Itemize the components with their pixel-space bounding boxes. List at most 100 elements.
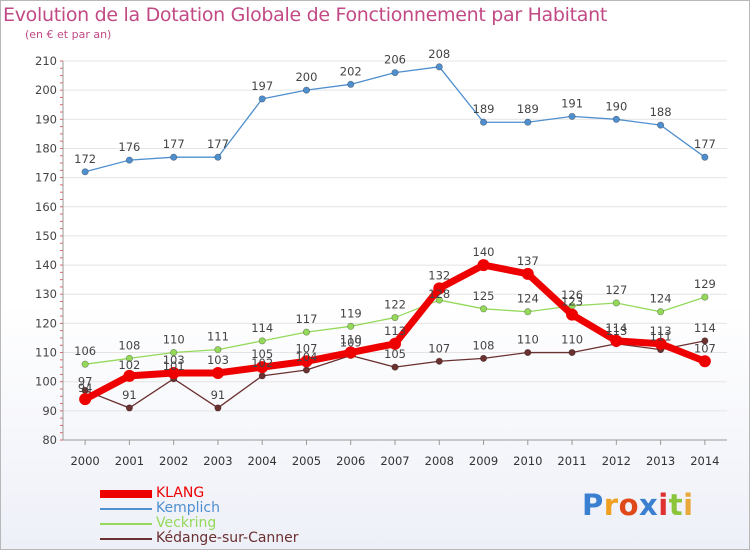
data-point-klang xyxy=(698,355,711,368)
data-label-klang: 113 xyxy=(384,324,406,338)
data-label-veckring: 110 xyxy=(163,333,185,347)
y-tick-label: 210 xyxy=(35,54,57,68)
y-tick-label: 190 xyxy=(35,112,57,126)
data-label-kemplich: 206 xyxy=(384,53,406,67)
legend-item: Kemplich xyxy=(100,501,220,516)
legend-swatch xyxy=(100,489,152,498)
data-label-kemplich: 197 xyxy=(251,79,273,93)
data-label-veckring: 124 xyxy=(650,292,672,306)
data-point-klang xyxy=(521,267,534,280)
y-tick-label: 200 xyxy=(35,83,57,97)
data-point-klang xyxy=(344,346,357,359)
data-point-kemplich xyxy=(701,153,709,161)
x-axis: 2000 2001 2002 2003 2004 2005 2006 2007 2008 2009… xyxy=(63,439,727,468)
legend-label: KLANG xyxy=(156,485,205,501)
data-label-klang: 110 xyxy=(340,333,362,347)
x-tick-label: 2011 xyxy=(557,454,586,468)
data-point-veckring xyxy=(302,328,311,336)
data-point-veckring xyxy=(479,305,488,313)
series-layer xyxy=(79,63,711,412)
data-point-k-dange-sur-canner xyxy=(479,354,488,362)
data-label-k-dange-sur-canner: 111 xyxy=(650,330,672,344)
chart-title: Evolution de la Dotation Globale de Fonc… xyxy=(3,4,608,26)
data-point-klang xyxy=(123,369,136,382)
data-label-k-dange-sur-canner: 108 xyxy=(473,338,495,352)
legend-label: Kemplich xyxy=(156,500,220,516)
data-label-k-dange-sur-canner: 113 xyxy=(605,324,627,338)
data-label-kemplich: 177 xyxy=(207,137,229,151)
data-point-klang xyxy=(566,308,579,321)
y-axis: 80 90 100 110 120 130 140 150 160 170 180 190 200 210 xyxy=(35,54,64,447)
data-point-veckring xyxy=(391,314,399,322)
data-point-veckring xyxy=(170,348,178,357)
data-point-k-dange-sur-canner xyxy=(214,404,222,412)
data-label-klang: 113 xyxy=(650,324,672,338)
legend-label: Veckring xyxy=(156,515,217,531)
x-tick-label: 2012 xyxy=(602,454,631,468)
data-label-k-dange-sur-canner: 91 xyxy=(122,388,137,402)
data-label-kemplich: 200 xyxy=(295,70,317,84)
data-label-veckring: 129 xyxy=(694,277,716,291)
data-label-veckring: 117 xyxy=(295,312,317,326)
legend-swatch xyxy=(100,522,152,525)
data-point-veckring xyxy=(612,299,620,307)
data-label-veckring: 128 xyxy=(428,287,450,301)
legend-item: KLANG xyxy=(100,486,204,501)
data-label-kemplich: 177 xyxy=(694,137,716,151)
y-tick-label: 120 xyxy=(35,316,57,330)
data-label-kemplich: 202 xyxy=(340,64,362,78)
data-label-veckring: 124 xyxy=(517,292,539,306)
x-tick-label: 2005 xyxy=(292,454,321,468)
x-tick-label: 2002 xyxy=(159,454,188,468)
y-tick-label: 160 xyxy=(35,200,57,214)
data-label-veckring: 119 xyxy=(340,306,362,320)
data-label-k-dange-sur-canner: 109 xyxy=(340,335,362,349)
y-tick-label: 90 xyxy=(42,404,57,418)
data-label-k-dange-sur-canner: 102 xyxy=(251,356,273,370)
data-point-kemplich xyxy=(214,153,222,161)
data-label-klang: 137 xyxy=(517,254,539,268)
y-tick-label: 80 xyxy=(42,433,57,447)
data-label-klang: 107 xyxy=(295,341,317,355)
legend-item: Kédange-sur-Canner xyxy=(100,531,299,546)
data-point-kemplich xyxy=(170,153,178,161)
data-label-kemplich: 208 xyxy=(428,47,450,61)
x-tick-label: 2003 xyxy=(203,454,232,468)
legend-item: Veckring xyxy=(100,516,216,531)
data-label-k-dange-sur-canner: 105 xyxy=(384,347,406,361)
data-label-klang: 103 xyxy=(207,353,229,367)
data-point-k-dange-sur-canner xyxy=(125,404,133,412)
data-label-k-dange-sur-canner: 110 xyxy=(517,333,539,347)
data-point-klang xyxy=(300,355,313,368)
data-point-veckring xyxy=(347,322,355,330)
data-label-k-dange-sur-canner: 104 xyxy=(295,350,317,364)
data-point-klang xyxy=(433,282,446,295)
data-label-k-dange-sur-canner: 97 xyxy=(78,374,93,388)
y-tick-label: 170 xyxy=(35,171,57,185)
data-label-veckring: 108 xyxy=(118,338,140,352)
y-tick-label: 130 xyxy=(35,287,57,301)
x-tick-label: 2013 xyxy=(646,454,675,468)
x-tick-label: 2001 xyxy=(115,454,144,468)
data-point-klang xyxy=(477,259,490,272)
data-label-klang: 114 xyxy=(605,321,627,335)
data-point-kemplich xyxy=(657,121,665,129)
data-label-klang: 105 xyxy=(251,347,273,361)
data-point-veckring xyxy=(81,360,89,368)
x-tick-label: 2004 xyxy=(248,454,277,468)
data-point-klang xyxy=(256,361,269,374)
grid-lines xyxy=(63,60,727,441)
data-point-veckring xyxy=(435,296,443,304)
legend-label: Kédange-sur-Canner xyxy=(156,530,299,546)
data-label-kemplich: 191 xyxy=(561,96,583,110)
x-tick-label: 2014 xyxy=(690,454,719,468)
data-point-klang xyxy=(79,393,92,406)
data-point-klang xyxy=(389,337,401,350)
data-label-klang: 132 xyxy=(428,268,450,282)
data-point-kemplich xyxy=(568,112,576,120)
data-point-klang xyxy=(211,366,224,379)
series-kemplich xyxy=(81,63,709,176)
data-point-kemplich xyxy=(524,118,532,126)
data-label-k-dange-sur-canner: 114 xyxy=(694,321,716,335)
